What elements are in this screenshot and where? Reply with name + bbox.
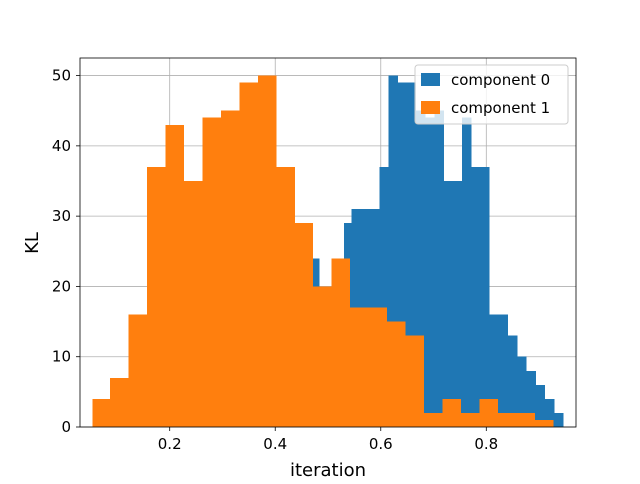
legend-frame [414, 64, 569, 125]
bar-series-1-bin-3 [147, 166, 166, 427]
plot-frame [79, 57, 577, 428]
x-tick-label-2: 0.6 [369, 435, 393, 453]
bar-series-0-bin-29 [554, 412, 564, 427]
bar-series-1-bin-20 [460, 412, 480, 427]
bar-series-1-bin-14 [350, 307, 369, 427]
bar-series-1-bin-9 [257, 75, 277, 428]
bar-series-0-bin-25 [517, 356, 527, 427]
bar-series-0-bin-15 [425, 117, 435, 427]
bar-series-1-bin-13 [331, 258, 351, 427]
bar-series-0-bin-18 [453, 181, 463, 427]
x-tick-label-0: 0.2 [158, 435, 182, 453]
bar-series-0-bin-28 [545, 398, 555, 427]
bar-series-1-bin-18 [424, 412, 443, 427]
legend: component 0 component 1 [414, 64, 569, 125]
bar-series-1-bin-17 [405, 335, 425, 427]
bar-series-1-bin-23 [516, 412, 535, 427]
bar-series-0-bin-22 [489, 314, 499, 427]
bar-series-0-bin-24 [508, 335, 518, 427]
bar-series-1-bin-5 [183, 181, 203, 427]
y-tick-label-3: 30 [52, 207, 71, 225]
bar-series-0-bin-23 [498, 314, 509, 427]
y-tick-label-2: 20 [52, 277, 71, 295]
bar-series-0-bin-27 [535, 384, 546, 427]
bar-series-1-bin-15 [368, 307, 388, 427]
bar-series-1-bin-7 [220, 110, 240, 427]
bar-series-1-bin-0 [92, 398, 111, 427]
bar-series-1-bin-8 [239, 82, 258, 427]
bar-series-1-bin-10 [276, 166, 295, 427]
legend-label-component-0: component 0 [451, 71, 550, 89]
bar-series-0-bin-20 [471, 166, 481, 427]
y-tick-label-4: 40 [52, 137, 71, 155]
bar-series-0-bin-14 [416, 110, 426, 427]
x-axis-label: iteration [290, 460, 366, 480]
bar-series-1-bin-24 [534, 419, 554, 427]
y-tick-label-0: 0 [61, 418, 71, 436]
legend-swatch-component-1 [421, 101, 440, 114]
bar-series-0-bin-16 [434, 110, 444, 427]
bar-series-0-bin-12 [397, 82, 407, 427]
legend-swatch-component-0 [421, 73, 440, 86]
y-axis-label: KL [22, 232, 43, 254]
bar-series-1-bin-6 [202, 117, 221, 427]
bar-series-0-bin-19 [462, 117, 472, 427]
bar-series-0-bin-17 [443, 181, 454, 427]
bars-layer [92, 75, 564, 428]
x-tick-label-1: 0.4 [263, 435, 287, 453]
bar-series-1-bin-21 [479, 398, 498, 427]
bar-series-1-bin-4 [165, 124, 184, 428]
bar-series-0-bin-11 [388, 75, 398, 428]
bar-series-0-bin-26 [526, 370, 536, 427]
bar-series-1-bin-11 [294, 223, 314, 427]
bar-series-1-bin-12 [313, 286, 332, 427]
bar-series-0-bin-13 [406, 82, 417, 427]
bar-series-1-bin-2 [128, 314, 148, 427]
bar-series-1-bin-22 [497, 412, 517, 427]
bar-series-1-bin-19 [442, 398, 461, 427]
bar-series-1-bin-16 [387, 321, 406, 427]
y-tick-label-1: 10 [52, 348, 71, 366]
bar-series-0-bin-10 [379, 166, 389, 427]
y-tick-label-5: 50 [52, 67, 71, 85]
bar-series-1-bin-1 [110, 377, 129, 427]
x-tick-label-3: 0.8 [474, 435, 498, 453]
ticks-layer: 0.2 0.4 0.6 0.8 0 10 20 30 40 50 [52, 67, 498, 453]
bar-series-0-bin-21 [480, 166, 490, 427]
legend-label-component-1: component 1 [451, 99, 550, 117]
